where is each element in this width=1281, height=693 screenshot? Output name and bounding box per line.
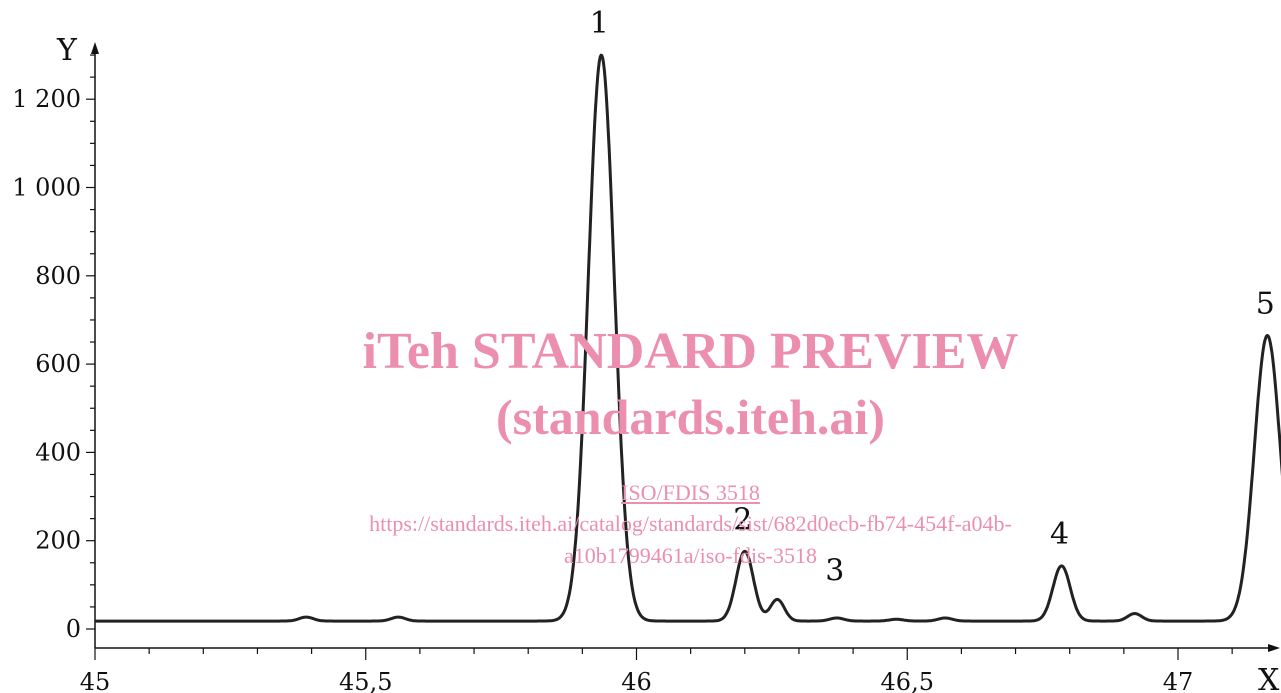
y-tick-label: 1 000 [12,174,81,202]
chromatogram-trace [94,53,1281,623]
peak-labels: 123456 [590,6,1275,589]
x-axis-title: X [1258,663,1280,693]
x-tick-label: 47 [1163,668,1194,693]
x-axis-arrow [1268,644,1280,652]
peak-label-4: 4 [1050,517,1069,552]
y-tick-label: 800 [35,262,81,290]
axes [91,42,1280,652]
watermark-subtitle: (standards.iteh.ai) [496,389,885,445]
x-tick-label: 45,5 [339,668,392,693]
x-tick-label: 46,5 [881,668,934,693]
x-tick-label: 45 [80,668,111,693]
y-axis-ticks: 0 200 400 600 800 1 000 1 200 [12,54,95,643]
y-tick-label: 200 [35,527,81,555]
y-tick-label: 1 200 [12,85,81,113]
watermark-iso-link[interactable]: ISO/FDIS 3518 [621,480,760,505]
peak-label-1: 1 [590,6,609,41]
watermark-url-line1: https://standards.iteh.ai/catalog/standa… [369,511,1012,536]
y-tick-label: 400 [35,438,81,466]
y-axis-arrow [91,42,99,54]
watermark-title: iTeh STANDARD PREVIEW [362,323,1019,380]
watermark-url-line2: a10b1799461a/iso-fdis-3518 [564,543,817,568]
y-tick-label: 0 [66,615,81,643]
peak-label-3: 3 [825,554,844,589]
y-tick-label: 600 [35,350,81,378]
peak-label-5: 5 [1256,286,1275,321]
y-axis-title: Y [56,33,78,68]
peak-label-2: 2 [733,502,752,537]
x-tick-label: 46 [621,668,652,693]
